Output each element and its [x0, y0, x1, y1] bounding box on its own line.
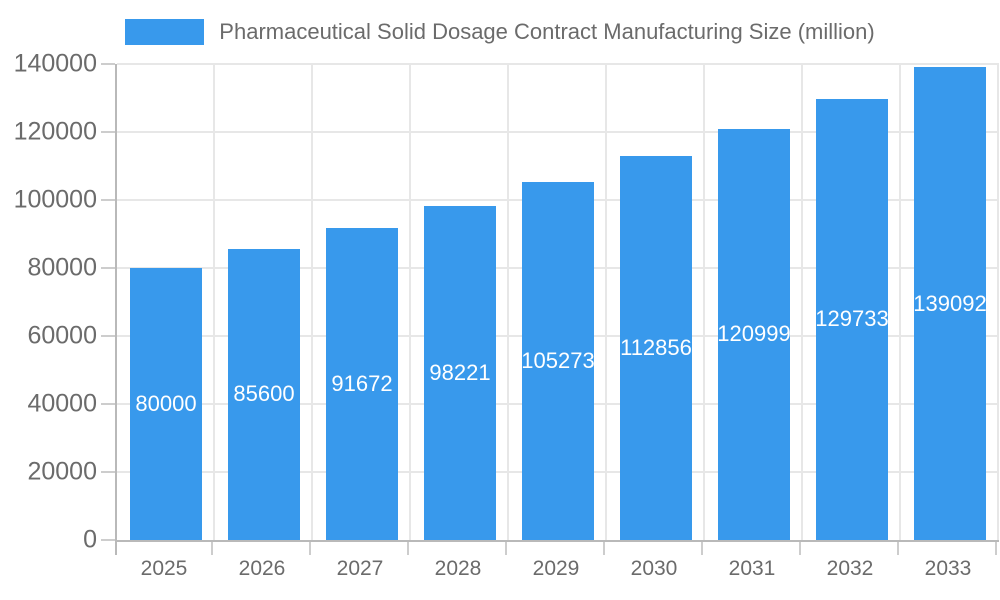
- x-axis-label: 2028: [434, 557, 482, 580]
- y-tick: [101, 539, 115, 541]
- legend-swatch-icon: [125, 19, 205, 45]
- y-gridline: [117, 63, 999, 65]
- bar-2025[interactable]: 80000: [129, 268, 202, 540]
- x-axis-label: 2030: [630, 557, 678, 580]
- x-gridline: [997, 64, 999, 540]
- bar-2028[interactable]: 98221: [423, 206, 496, 540]
- y-tick: [101, 63, 115, 65]
- x-axis-label: 2031: [728, 557, 776, 580]
- legend-label: Pharmaceutical Solid Dosage Contract Man…: [219, 19, 875, 44]
- y-tick: [101, 403, 115, 405]
- x-axis-label: 2033: [924, 557, 972, 580]
- bar-2026[interactable]: 85600: [227, 248, 300, 540]
- y-axis-label: 120000: [13, 117, 97, 146]
- x-gridline: [703, 64, 705, 540]
- x-tick: [603, 542, 605, 555]
- y-tick: [101, 267, 115, 269]
- x-gridline: [507, 64, 509, 540]
- bar-value-label: 112856: [620, 335, 692, 361]
- bar-2033[interactable]: 139092: [913, 67, 987, 540]
- x-axis-label: 2027: [336, 557, 384, 580]
- x-tick: [115, 542, 117, 555]
- bar-value-label: 85600: [233, 381, 295, 407]
- bar-value-label: 120999: [717, 321, 791, 347]
- bar-2030[interactable]: 112856: [619, 156, 692, 540]
- bar-value-label: 91672: [331, 371, 393, 397]
- y-axis-label: 140000: [13, 49, 97, 78]
- bar-value-label: 98221: [429, 360, 491, 386]
- y-axis-label: 60000: [27, 321, 97, 350]
- x-gridline: [605, 64, 607, 540]
- x-tick: [211, 542, 213, 555]
- x-gridline: [409, 64, 411, 540]
- y-axis-label: 100000: [13, 185, 97, 214]
- x-axis-label: 2032: [826, 557, 874, 580]
- x-gridline: [801, 64, 803, 540]
- y-tick: [101, 335, 115, 337]
- bar-value-label: 105273: [521, 348, 595, 374]
- x-gridline: [213, 64, 215, 540]
- y-tick: [101, 199, 115, 201]
- y-axis-label: 40000: [27, 389, 97, 418]
- x-tick: [701, 542, 703, 555]
- x-tick: [407, 542, 409, 555]
- y-tick: [101, 471, 115, 473]
- legend[interactable]: Pharmaceutical Solid Dosage Contract Man…: [0, 19, 1000, 45]
- y-axis-label: 20000: [27, 457, 97, 486]
- bar-2031[interactable]: 120999: [717, 128, 791, 540]
- x-axis-label: 2026: [238, 557, 286, 580]
- y-tick: [101, 131, 115, 133]
- bar-2032[interactable]: 129733: [815, 98, 889, 540]
- plot-area: 80000 85600 91672 98221 105273 112856 120999 12…: [115, 63, 999, 542]
- bar-2029[interactable]: 105273: [521, 182, 595, 540]
- x-axis-label: 2025: [140, 557, 188, 580]
- x-tick: [799, 542, 801, 555]
- x-tick: [897, 542, 899, 555]
- bar-2027[interactable]: 91672: [325, 228, 398, 540]
- x-tick: [309, 542, 311, 555]
- y-axis-label: 80000: [27, 253, 97, 282]
- bar-value-label: 80000: [135, 391, 197, 416]
- x-tick: [995, 542, 997, 555]
- x-tick: [505, 542, 507, 555]
- x-axis-label: 2029: [532, 557, 580, 580]
- bar-value-label: 129733: [815, 306, 889, 332]
- x-gridline: [899, 64, 901, 540]
- x-gridline: [311, 64, 313, 540]
- bar-value-label: 139092: [913, 290, 987, 316]
- y-gridline: [117, 131, 999, 133]
- y-axis-label: 0: [83, 525, 97, 554]
